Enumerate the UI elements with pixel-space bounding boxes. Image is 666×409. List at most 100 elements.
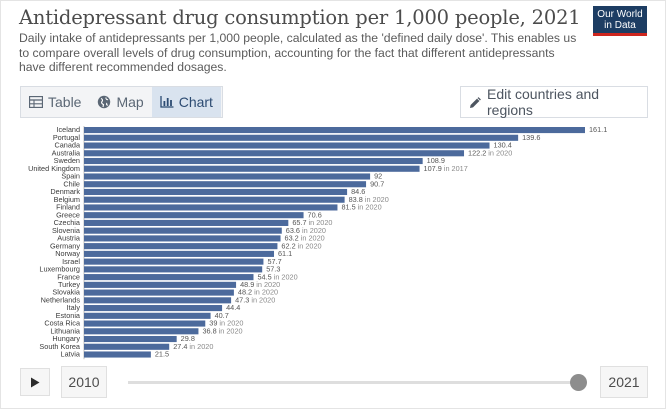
- tab-chart[interactable]: Chart: [151, 87, 221, 117]
- category-label: Austria: [57, 234, 81, 243]
- category-label: Belgium: [54, 195, 80, 204]
- value-label: 48.9 in 2020: [240, 280, 280, 289]
- bar[interactable]: [84, 204, 338, 211]
- category-label: Hungary: [52, 334, 80, 343]
- bar[interactable]: [84, 181, 367, 188]
- bar[interactable]: [84, 243, 278, 250]
- owid-logo[interactable]: Our World in Data: [593, 6, 647, 36]
- tab-table-label: Table: [48, 94, 82, 110]
- category-label: Lithuania: [50, 326, 81, 335]
- value-label: 84.6: [351, 187, 365, 196]
- bar[interactable]: [84, 235, 281, 242]
- category-label: Germany: [50, 241, 80, 250]
- bar[interactable]: [84, 281, 237, 288]
- timeline-end-year[interactable]: 2021: [600, 366, 648, 398]
- bar[interactable]: [84, 134, 519, 141]
- bar[interactable]: [84, 274, 254, 281]
- value-label: 122.2 in 2020: [468, 148, 512, 157]
- value-label: 29.8: [181, 334, 195, 343]
- logo-stripe: [593, 33, 647, 36]
- category-label: Slovenia: [52, 226, 81, 235]
- timeline-start-year[interactable]: 2010: [61, 366, 107, 398]
- value-label: 40.7: [215, 311, 229, 320]
- category-label: Turkey: [58, 280, 80, 289]
- bar[interactable]: [84, 297, 232, 304]
- value-label: 139.6: [522, 133, 540, 142]
- category-label: Luxembourg: [39, 265, 80, 274]
- value-label: 21.5: [155, 350, 169, 359]
- bar[interactable]: [84, 196, 345, 203]
- category-label: Finland: [56, 203, 80, 212]
- category-label: Czechia: [54, 218, 81, 227]
- table-icon: [29, 96, 43, 108]
- category-label: Greece: [56, 210, 80, 219]
- value-label: 107.9 in 2017: [424, 164, 468, 173]
- value-label: 61.1: [278, 249, 292, 258]
- bar[interactable]: [84, 258, 264, 265]
- value-label: 90.7: [370, 179, 384, 188]
- bar[interactable]: [84, 212, 304, 219]
- category-label: France: [57, 272, 80, 281]
- value-label: 83.8 in 2020: [349, 195, 389, 204]
- bar[interactable]: [84, 157, 423, 165]
- value-label: 36.8 in 2020: [202, 326, 242, 335]
- category-label: Portugal: [53, 133, 81, 142]
- value-label: 27.4 in 2020: [173, 342, 213, 351]
- chart-subtitle: Daily intake of antidepressants per 1,00…: [19, 31, 577, 75]
- timeline-handle[interactable]: [570, 374, 587, 391]
- value-label: 161.1: [589, 125, 607, 134]
- value-label: 62.2 in 2020: [281, 241, 321, 250]
- category-label: Israel: [62, 257, 80, 266]
- bar[interactable]: [84, 266, 263, 273]
- category-label: Australia: [52, 148, 81, 157]
- category-label: Estonia: [56, 311, 81, 320]
- timeline-track[interactable]: [128, 381, 580, 384]
- bar[interactable]: [84, 173, 371, 180]
- bar[interactable]: [84, 165, 420, 172]
- category-label: Spain: [61, 172, 80, 181]
- value-label: 57.3: [266, 265, 280, 274]
- value-label: 39 in 2020: [209, 319, 243, 328]
- bar[interactable]: [84, 227, 282, 234]
- bar[interactable]: [84, 188, 348, 196]
- bar[interactable]: [84, 127, 585, 134]
- edit-countries-button[interactable]: Edit countries and regions: [460, 86, 648, 118]
- bar[interactable]: [84, 305, 223, 312]
- value-label: 65.7 in 2020: [292, 218, 332, 227]
- bar[interactable]: [84, 320, 206, 327]
- category-label: Italy: [67, 303, 81, 312]
- bar[interactable]: [84, 219, 289, 226]
- category-label: South Korea: [39, 342, 81, 351]
- bar[interactable]: [84, 250, 275, 257]
- category-label: Iceland: [56, 125, 80, 134]
- value-label: 70.6: [308, 210, 322, 219]
- tab-table[interactable]: Table: [21, 87, 89, 117]
- bar[interactable]: [84, 150, 465, 157]
- tab-map[interactable]: Map: [89, 87, 151, 117]
- bar[interactable]: [84, 351, 151, 358]
- value-label: 54.5 in 2020: [257, 272, 297, 281]
- play-icon: [31, 377, 40, 387]
- bar[interactable]: [84, 328, 199, 335]
- category-label: Norway: [55, 249, 80, 258]
- category-label: Canada: [54, 141, 81, 150]
- value-label: 130.4: [494, 141, 512, 150]
- category-label: Netherlands: [41, 295, 81, 304]
- category-label: Slovakia: [52, 288, 81, 297]
- bar[interactable]: [84, 142, 490, 149]
- bar-chart: Iceland 161.1 Portugal 139.6 Canada 130.4 Aust…: [28, 125, 607, 360]
- bar[interactable]: [84, 289, 234, 296]
- value-label: 63.6 in 2020: [286, 226, 326, 235]
- play-button[interactable]: [20, 368, 50, 396]
- tab-map-label: Map: [116, 94, 144, 110]
- bar[interactable]: [84, 343, 170, 350]
- bar-chart-icon: [160, 96, 174, 108]
- bar[interactable]: [84, 312, 211, 319]
- category-label: Latvia: [61, 350, 81, 359]
- value-label: 47.3 in 2020: [235, 295, 275, 304]
- logo-line-2: in Data: [604, 20, 636, 31]
- category-label: Denmark: [50, 187, 80, 196]
- page-title: Antidepressant drug consumption per 1,00…: [19, 6, 581, 29]
- bar[interactable]: [84, 335, 177, 343]
- value-label: 81.5 in 2020: [341, 203, 381, 212]
